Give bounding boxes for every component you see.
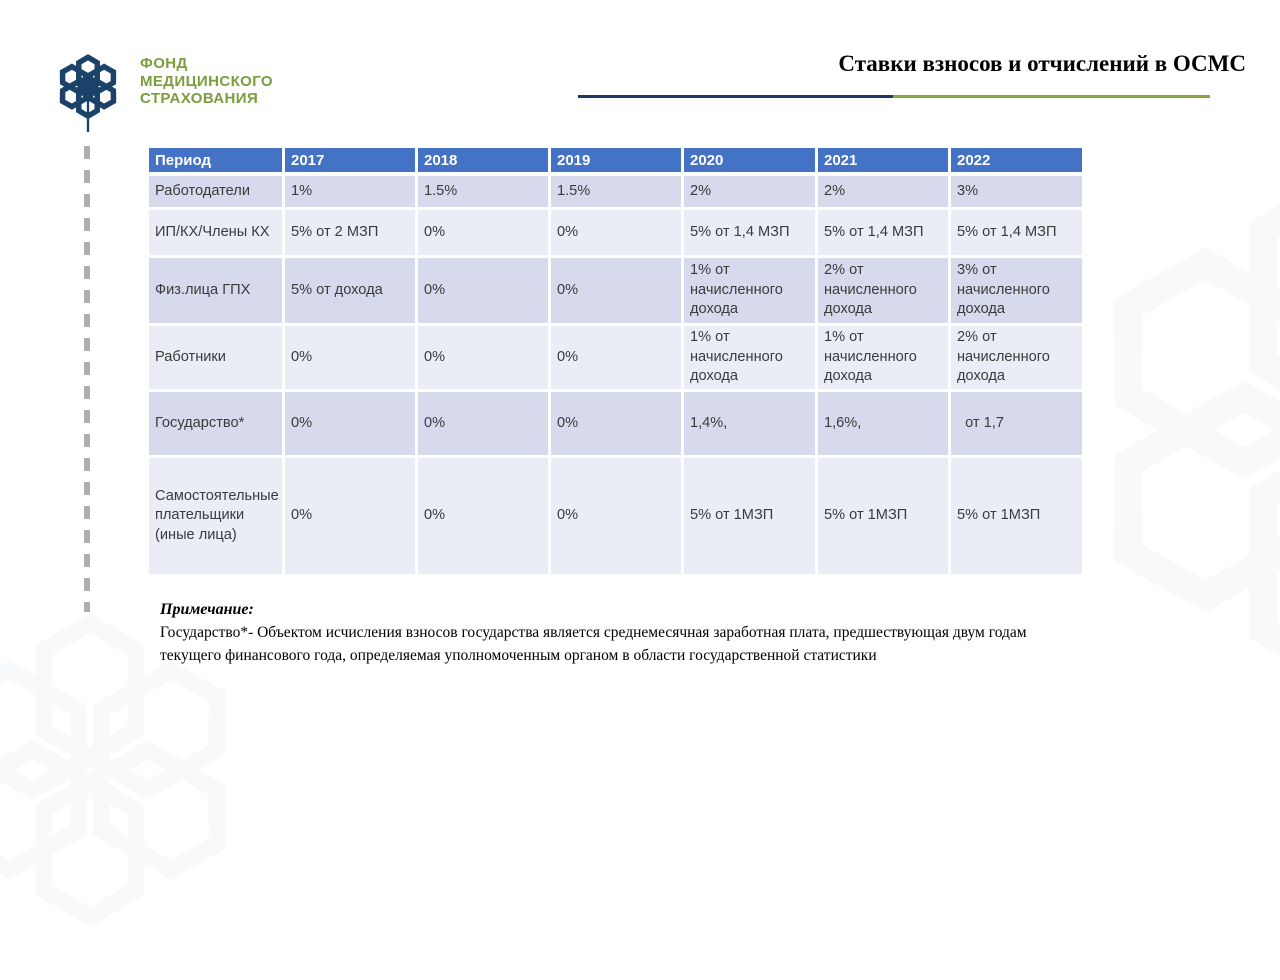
table-cell: 0% bbox=[418, 210, 551, 258]
row-label: ИП/КХ/Члены КХ bbox=[149, 210, 285, 258]
table-header-row: Период 2017 2018 2019 2020 2021 2022 bbox=[149, 148, 1085, 176]
footnote-body: Государство*- Объектом исчисления взносо… bbox=[160, 624, 1027, 664]
table-row-fiz-gph: Физ.лица ГПХ 5% от дохода 0% 0% 1% от на… bbox=[149, 258, 1085, 326]
header-cell-period: Период bbox=[149, 148, 285, 176]
table-cell: 5% от дохода bbox=[285, 258, 418, 326]
table-cell: 5% от 2 МЗП bbox=[285, 210, 418, 258]
table-cell: 1.5% bbox=[418, 176, 551, 210]
table-row-self-payers: Самостоятельные плательщики (иные лица) … bbox=[149, 458, 1085, 575]
header-cell-2017: 2017 bbox=[285, 148, 418, 176]
table-cell: 0% bbox=[418, 458, 551, 575]
rates-table-container: Период 2017 2018 2019 2020 2021 2022 Раб… bbox=[149, 148, 1085, 575]
table-cell: 3% от начисленного дохода bbox=[951, 258, 1085, 326]
table-cell: 1% от начисленного дохода bbox=[818, 326, 951, 393]
table-row-state: Государство* 0% 0% 0% 1,4%, 1,6%, от 1,7 bbox=[149, 392, 1085, 459]
row-label: Работодатели bbox=[149, 176, 285, 210]
slide-title: Ставки взносов и отчислений в ОСМС bbox=[838, 51, 1246, 76]
table-cell: 5% от 1МЗП bbox=[951, 458, 1085, 575]
table-cell: 0% bbox=[285, 326, 418, 393]
row-label: Работники bbox=[149, 326, 285, 393]
table-cell: 1% bbox=[285, 176, 418, 210]
row-label: Физ.лица ГПХ bbox=[149, 258, 285, 326]
table-cell: 5% от 1,4 МЗП bbox=[818, 210, 951, 258]
dashed-divider-line bbox=[84, 146, 90, 612]
fund-logo: ФОНД МЕДИЦИНСКОГО СТРАХОВАНИЯ bbox=[46, 44, 306, 140]
title-underline-blue-segment bbox=[578, 95, 893, 98]
table-cell: 0% bbox=[551, 210, 684, 258]
table-cell: 0% bbox=[551, 458, 684, 575]
table-cell: 1,4%, bbox=[684, 392, 818, 459]
table-cell: 2% bbox=[818, 176, 951, 210]
table-row-workers: Работники 0% 0% 0% 1% от начисленного до… bbox=[149, 326, 1085, 393]
header-cell-2019: 2019 bbox=[551, 148, 684, 176]
table-cell: 2% bbox=[684, 176, 818, 210]
table-cell: 1% от начисленного дохода bbox=[684, 258, 818, 326]
fund-logo-text: ФОНД МЕДИЦИНСКОГО СТРАХОВАНИЯ bbox=[140, 55, 273, 107]
header-cell-2018: 2018 bbox=[418, 148, 551, 176]
rates-table: Период 2017 2018 2019 2020 2021 2022 Раб… bbox=[149, 148, 1085, 575]
footnote-heading: Примечание: bbox=[160, 601, 254, 618]
header-cell-2022: 2022 bbox=[951, 148, 1085, 176]
header-cell-2020: 2020 bbox=[684, 148, 818, 176]
slide: { "logo": { "icon": "hexagon-snowflake-l… bbox=[46, 44, 1246, 667]
table-cell: 0% bbox=[418, 258, 551, 326]
row-label: Самостоятельные плательщики (иные лица) bbox=[149, 458, 285, 575]
title-underline bbox=[578, 95, 1210, 98]
table-cell: от 1,7 bbox=[951, 392, 1085, 459]
table-cell: 2% от начисленного дохода bbox=[951, 326, 1085, 393]
table-cell: 0% bbox=[551, 258, 684, 326]
table-cell: 1,6%, bbox=[818, 392, 951, 459]
table-cell: 1.5% bbox=[551, 176, 684, 210]
title-underline-green-segment bbox=[893, 95, 1210, 98]
table-cell: 0% bbox=[551, 326, 684, 393]
table-cell: 5% от 1,4 МЗП bbox=[951, 210, 1085, 258]
table-cell: 5% от 1,4 МЗП bbox=[684, 210, 818, 258]
table-cell: 0% bbox=[418, 392, 551, 459]
fund-logo-icon bbox=[59, 54, 117, 132]
table-cell: 1% от начисленного дохода bbox=[684, 326, 818, 393]
table-row-employers: Работодатели 1% 1.5% 1.5% 2% 2% 3% bbox=[149, 176, 1085, 210]
table-cell: 3% bbox=[951, 176, 1085, 210]
table-cell: 0% bbox=[285, 458, 418, 575]
footnote: Примечание: Государство*- Объектом исчис… bbox=[160, 598, 1068, 667]
row-label: Государство* bbox=[149, 392, 285, 459]
table-cell: 2% от начисленного дохода bbox=[818, 258, 951, 326]
header-cell-2021: 2021 bbox=[818, 148, 951, 176]
table-cell: 0% bbox=[551, 392, 684, 459]
table-cell: 0% bbox=[418, 326, 551, 393]
table-cell: 0% bbox=[285, 392, 418, 459]
table-row-ip-kh: ИП/КХ/Члены КХ 5% от 2 МЗП 0% 0% 5% от 1… bbox=[149, 210, 1085, 258]
table-cell: 5% от 1МЗП bbox=[684, 458, 818, 575]
table-cell: 5% от 1МЗП bbox=[818, 458, 951, 575]
